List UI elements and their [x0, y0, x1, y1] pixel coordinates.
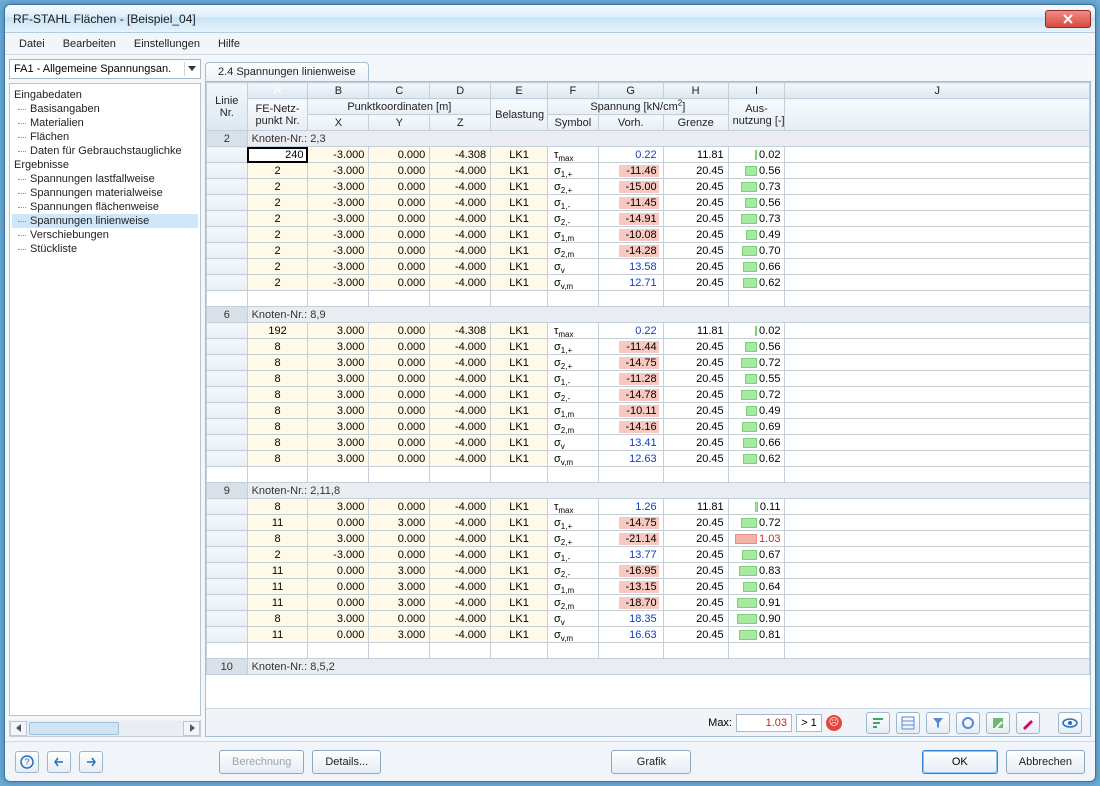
sad-face-icon: ☹ — [826, 715, 842, 731]
tabbar: 2.4 Spannungen linienweise — [205, 59, 1091, 81]
next-icon[interactable] — [79, 751, 103, 773]
tree-root[interactable]: Ergebnisse — [12, 158, 198, 172]
tree-leaf[interactable]: Spannungen linienweise — [12, 214, 198, 228]
pick-icon[interactable] — [1016, 712, 1040, 734]
ok-button[interactable]: OK — [922, 750, 998, 774]
tab-spannungen-linienweise[interactable]: 2.4 Spannungen linienweise — [205, 62, 369, 81]
tree-leaf[interactable]: Stückliste — [12, 242, 198, 256]
tree-root[interactable]: Eingabedaten — [12, 88, 198, 102]
eye-icon[interactable] — [1058, 712, 1082, 734]
details-button[interactable]: Details... — [312, 750, 381, 774]
chevron-down-icon — [184, 62, 198, 76]
grid-scroll[interactable]: LinieNr.ABCDEFGHIJFE-Netz-punkt Nr.Punkt… — [206, 82, 1090, 708]
case-combo[interactable]: FA1 - Allgemeine Spannungsan. — [9, 59, 201, 79]
menubar: Datei Bearbeiten Einstellungen Hilfe — [5, 33, 1095, 55]
tree-hscrollbar[interactable] — [9, 720, 201, 737]
tree-leaf[interactable]: Flächen — [12, 130, 198, 144]
tree-leaf[interactable]: Daten für Gebrauchstauglichke — [12, 144, 198, 158]
scroll-left-icon[interactable] — [10, 721, 27, 736]
abbrechen-button[interactable]: Abbrechen — [1006, 750, 1085, 774]
footer: ? Berechnung Details... Grafik OK Abbrec… — [5, 741, 1095, 781]
case-combo-value: FA1 - Allgemeine Spannungsan. — [14, 63, 171, 75]
titlebar: RF-STAHL Flächen - [Beispiel_04] — [5, 5, 1095, 33]
window-title: RF-STAHL Flächen - [Beispiel_04] — [13, 12, 1043, 26]
max-value[interactable] — [736, 714, 792, 732]
sort-icon[interactable] — [866, 712, 890, 734]
list-icon[interactable] — [896, 712, 920, 734]
max-box: Max: > 1 ☹ — [708, 714, 842, 732]
tree-leaf[interactable]: Verschiebungen — [12, 228, 198, 242]
body: FA1 - Allgemeine Spannungsan. Eingabedat… — [5, 55, 1095, 741]
export-icon[interactable] — [986, 712, 1010, 734]
results-grid[interactable]: LinieNr.ABCDEFGHIJFE-Netz-punkt Nr.Punkt… — [206, 82, 1090, 675]
tree-leaf[interactable]: Spannungen lastfallweise — [12, 172, 198, 186]
filter-icon[interactable] — [926, 712, 950, 734]
berechnung-button[interactable]: Berechnung — [219, 750, 304, 774]
tree-leaf[interactable]: Spannungen flächenweise — [12, 200, 198, 214]
window-buttons — [1043, 10, 1091, 28]
close-button[interactable] — [1045, 10, 1091, 28]
svg-text:?: ? — [24, 757, 29, 767]
menu-bearbeiten[interactable]: Bearbeiten — [55, 36, 124, 52]
tree-leaf[interactable]: Basisangaben — [12, 102, 198, 116]
status-row: Max: > 1 ☹ — [206, 708, 1090, 736]
tree-leaf[interactable]: Materialien — [12, 116, 198, 130]
menu-einstellungen[interactable]: Einstellungen — [126, 36, 208, 52]
scroll-thumb[interactable] — [29, 722, 119, 735]
right-column: 2.4 Spannungen linienweise LinieNr.ABCDE… — [205, 59, 1091, 737]
grid-wrapper: LinieNr.ABCDEFGHIJFE-Netz-punkt Nr.Punkt… — [205, 81, 1091, 737]
nav-tree[interactable]: EingabedatenBasisangabenMaterialienFläch… — [9, 83, 201, 716]
prev-icon[interactable] — [47, 751, 71, 773]
menu-hilfe[interactable]: Hilfe — [210, 36, 248, 52]
help-icon[interactable]: ? — [15, 751, 39, 773]
menu-datei[interactable]: Datei — [11, 36, 53, 52]
view-icon[interactable] — [956, 712, 980, 734]
window: RF-STAHL Flächen - [Beispiel_04] Datei B… — [4, 4, 1096, 782]
tree-leaf[interactable]: Spannungen materialweise — [12, 186, 198, 200]
grafik-button[interactable]: Grafik — [611, 750, 691, 774]
left-column: FA1 - Allgemeine Spannungsan. Eingabedat… — [9, 59, 201, 737]
scroll-track[interactable] — [27, 721, 183, 736]
scroll-right-icon[interactable] — [183, 721, 200, 736]
gt1-button[interactable]: > 1 — [796, 714, 822, 732]
max-label: Max: — [708, 717, 732, 729]
